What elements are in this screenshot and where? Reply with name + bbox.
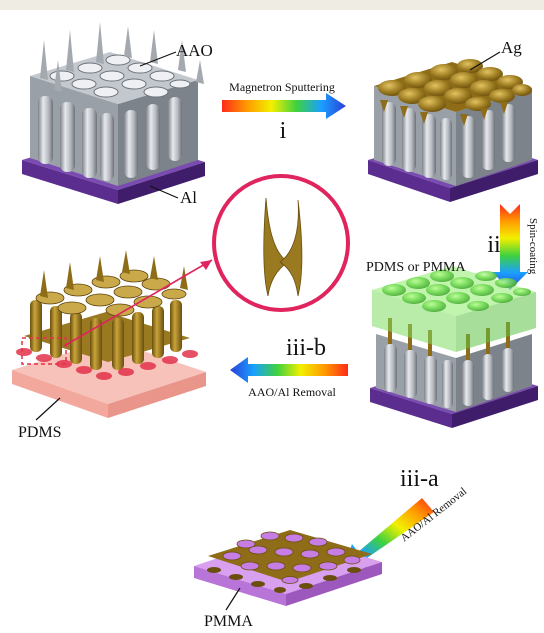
step-i-numeral: i [280, 118, 287, 144]
al-leader [149, 185, 179, 199]
pdms-label: PDMS [18, 424, 62, 441]
al-substrate-right [118, 162, 205, 204]
step-iii-b-text: AAO/Al Removal [248, 385, 336, 399]
al-substrate-left [22, 160, 118, 204]
aao-pores-front [38, 96, 182, 181]
ag-caps [378, 59, 532, 112]
pdms-gold-spikes [40, 250, 188, 298]
pmma-leader [225, 587, 241, 611]
highlight-box [21, 337, 67, 365]
top-band [0, 0, 544, 10]
step-iii-a-numeral: iii-a [400, 466, 439, 492]
aao-pores-top [49, 54, 191, 98]
aao-template-block [22, 22, 205, 204]
step-ii-numeral: ii [487, 232, 501, 258]
ag-pores-front [382, 102, 515, 180]
pdms-leader [35, 397, 61, 421]
ag-label: Ag [501, 38, 522, 57]
pmma-transfer-block [194, 530, 382, 606]
step-i-text: Magnetron Sputtering [229, 80, 335, 94]
step-iii-b-arrow [230, 357, 348, 383]
al-label: Al [180, 188, 197, 207]
nanotip-crosssection [263, 197, 303, 297]
callout-circle [212, 174, 350, 312]
pdms-base-right [108, 372, 206, 418]
ag-coated-block [368, 59, 538, 202]
polymer-layer-left [372, 290, 456, 352]
pdms-base-left [12, 370, 108, 418]
pdms-or-pmma-label: PDMS or PMMA [366, 260, 466, 275]
callout-pointer [63, 259, 213, 347]
pmma-base-left [194, 566, 286, 606]
pmma-label: PMMA [204, 613, 253, 630]
polymer-coated-block [370, 266, 538, 428]
pmma-holes [222, 531, 361, 584]
pdms-gold-walls [30, 300, 182, 370]
aao-label: AAO [176, 41, 213, 60]
step-iii-b-numeral: iii-b [286, 335, 326, 361]
step-ii-text: Spin-coating [527, 218, 539, 275]
pmma-edge-scallops [207, 567, 361, 593]
ag-spikes-front [380, 100, 508, 126]
polymer-block-pores [384, 344, 514, 408]
pmma-base-right [286, 562, 382, 606]
callout-pointer-head [200, 260, 212, 270]
pdms-gold-cups [24, 312, 190, 362]
step-i-arrow [222, 93, 346, 119]
aao-leader [139, 51, 177, 67]
step-iii-a-arrow [344, 498, 434, 568]
step-ii-arrow [492, 204, 528, 290]
polymer-bumps [382, 270, 531, 312]
pdms-red-tips [16, 348, 198, 380]
ag-leader [469, 51, 501, 71]
aao-walls [40, 22, 204, 92]
polymer-layer-right [456, 292, 536, 352]
pdms-transfer-block [12, 250, 206, 418]
